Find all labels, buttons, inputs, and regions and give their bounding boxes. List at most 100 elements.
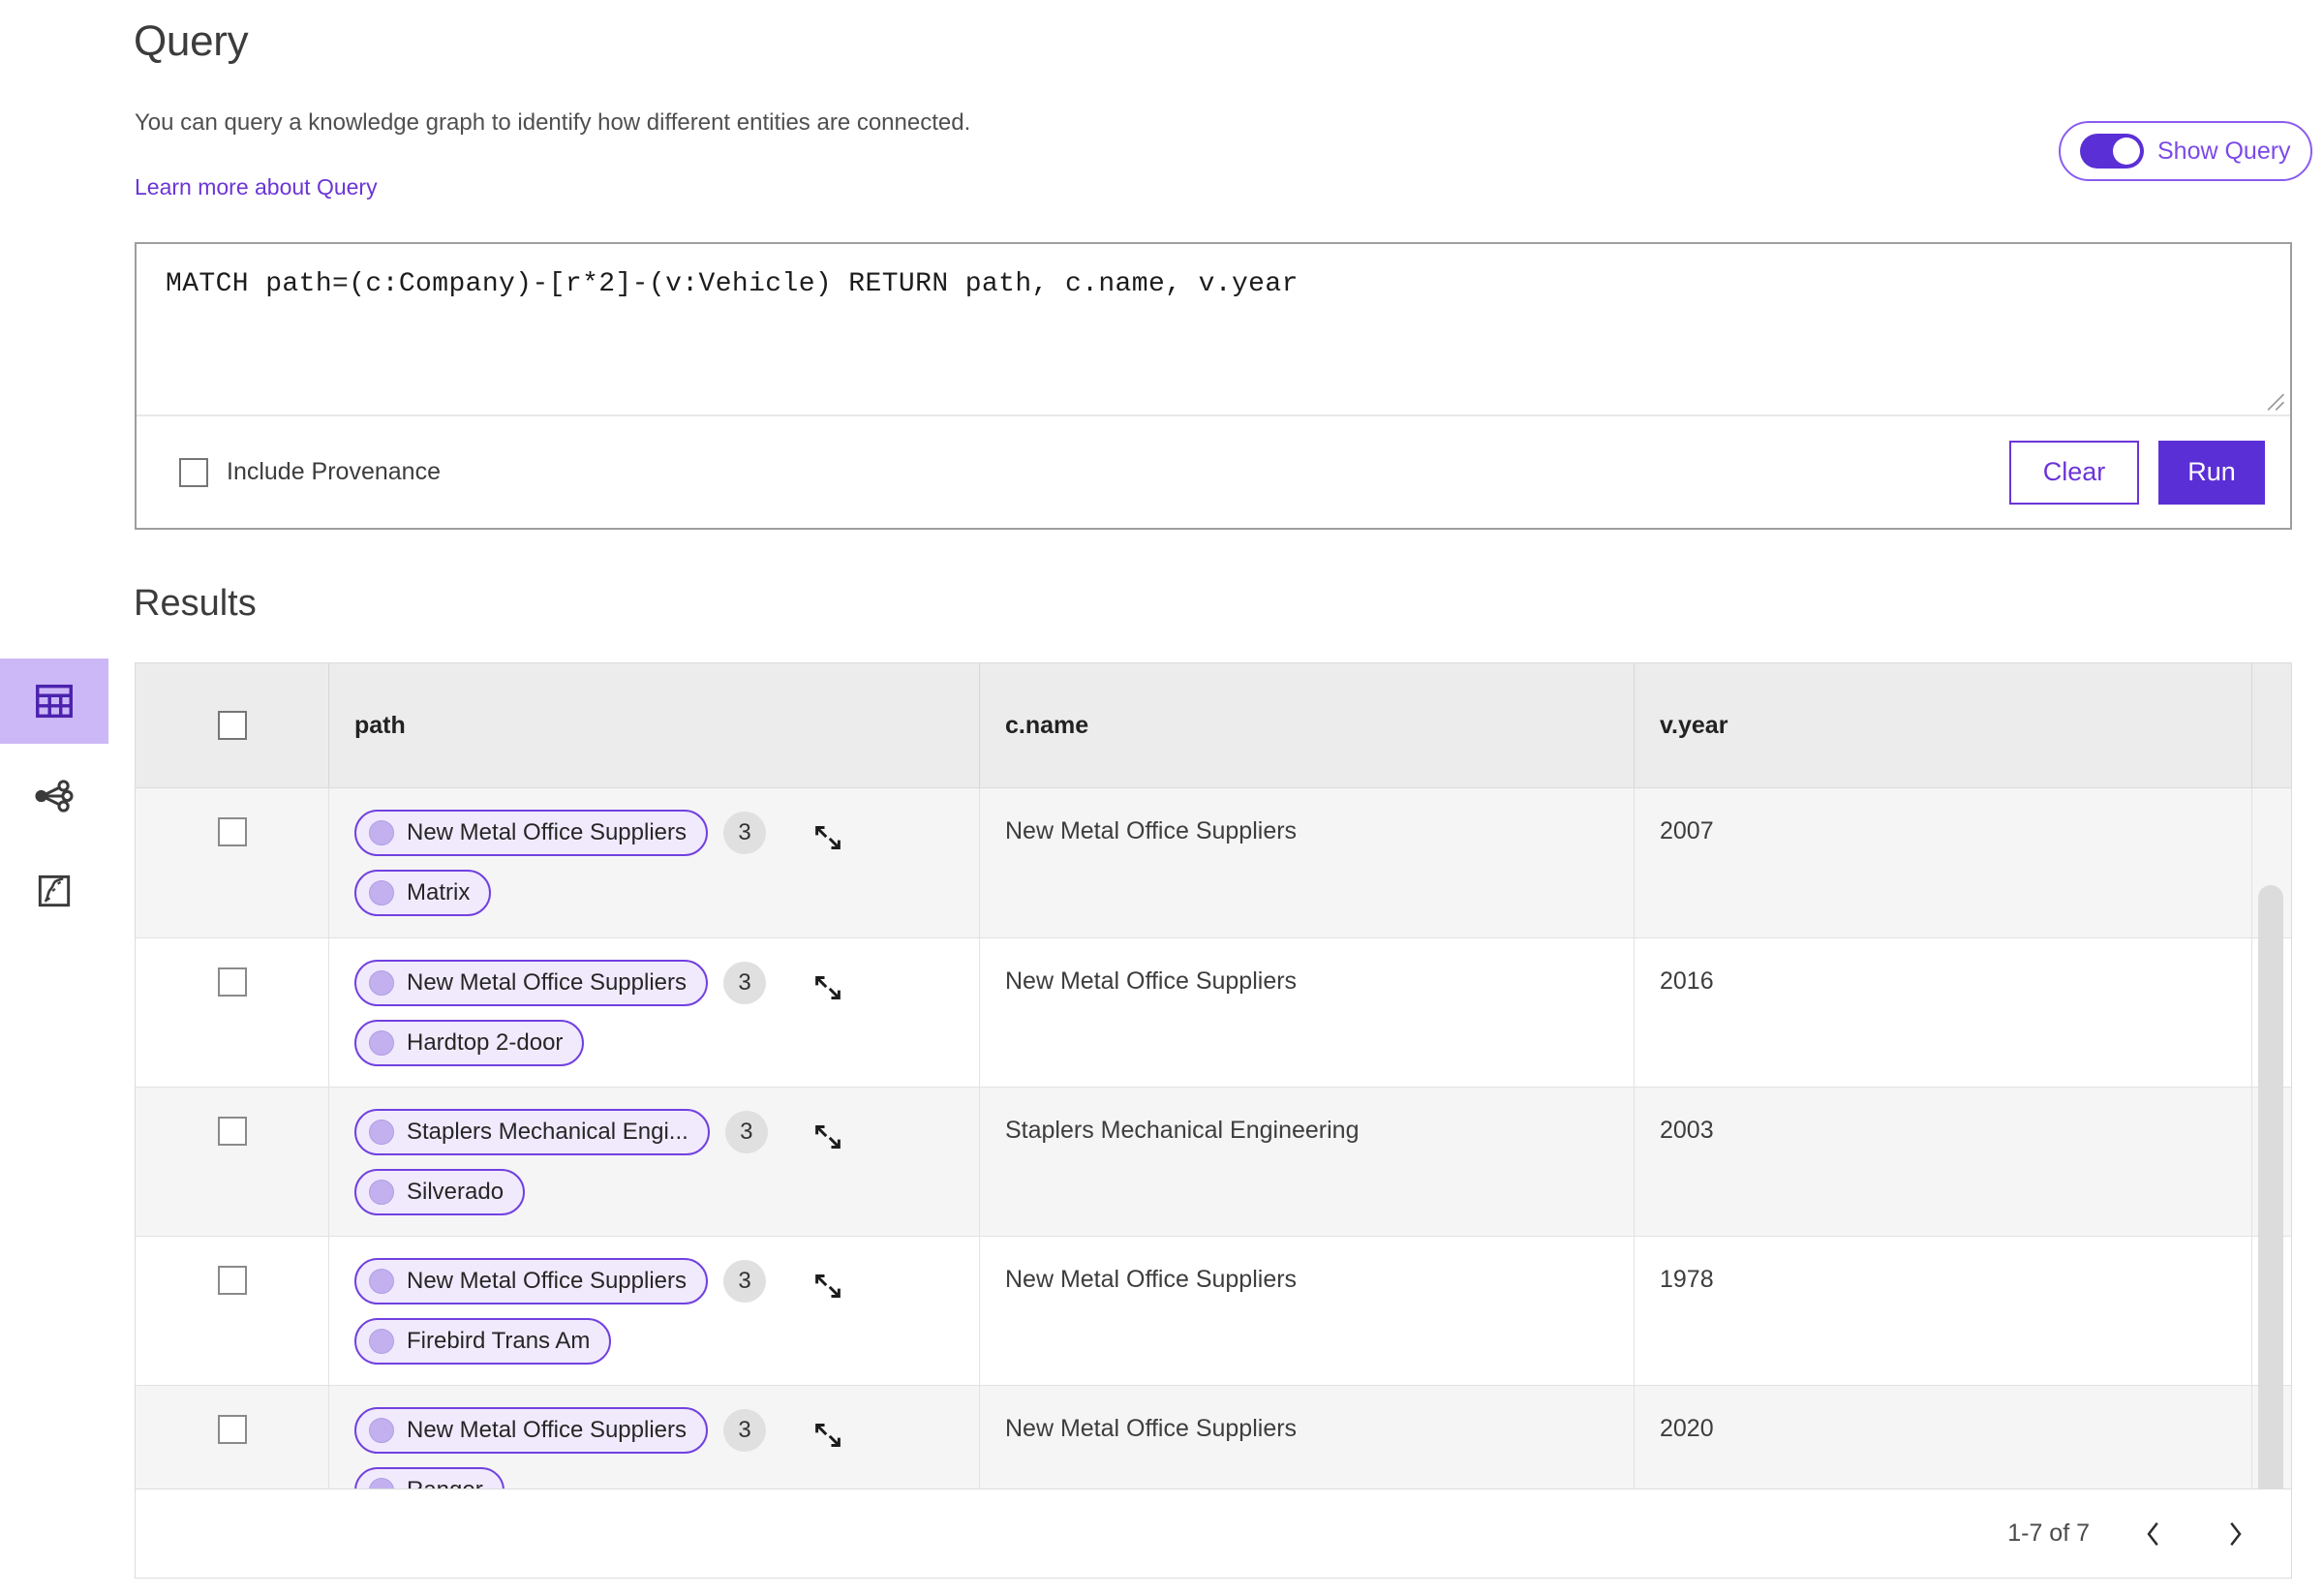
table-row[interactable]: New Metal Office Suppliers 3 Hardtop 2-d…	[136, 937, 2291, 1087]
entity-chip-vehicle[interactable]: Firebird Trans Am	[354, 1318, 612, 1365]
entity-chip-company[interactable]: New Metal Office Suppliers	[354, 810, 709, 856]
chip-label: New Metal Office Suppliers	[407, 969, 688, 996]
chip-label: Matrix	[407, 879, 471, 905]
resize-grip-icon[interactable]	[2260, 386, 2285, 412]
select-all-checkbox[interactable]	[217, 711, 247, 740]
table-pagination: 1-7 of 7	[136, 1489, 2291, 1578]
vyear-cell: 1978	[1635, 1237, 2252, 1385]
node-dot-icon	[369, 1120, 394, 1145]
map-icon	[33, 870, 76, 912]
table-row[interactable]: Staplers Mechanical Engi... 3 Silverado	[136, 1087, 2291, 1236]
row-select-cell	[136, 1386, 329, 1489]
expand-path-icon[interactable]	[808, 967, 848, 1008]
entity-chip-vehicle[interactable]: Silverado	[354, 1169, 526, 1215]
path-length-badge: 3	[724, 1111, 768, 1153]
cname-cell: New Metal Office Suppliers	[980, 1237, 1635, 1385]
path-length-badge: 3	[723, 1409, 767, 1452]
cname-cell: Staplers Mechanical Engineering	[980, 1088, 1635, 1236]
entity-chip-vehicle[interactable]: Ranger	[354, 1467, 505, 1489]
query-editor-panel: MATCH path=(c:Company)-[r*2]-(v:Vehicle)…	[135, 242, 2292, 530]
node-dot-icon	[369, 1180, 394, 1205]
chip-line-primary: New Metal Office Suppliers 3	[354, 1407, 979, 1454]
table-icon	[32, 679, 76, 723]
results-table: path c.name v.year	[135, 662, 2292, 1579]
include-provenance-checkbox[interactable]	[179, 457, 208, 487]
row-checkbox[interactable]	[217, 1415, 247, 1444]
path-cell: Staplers Mechanical Engi... 3 Silverado	[329, 1088, 980, 1236]
node-dot-icon	[369, 970, 394, 996]
chip-label: Firebird Trans Am	[407, 1328, 591, 1354]
chip-label: Ranger	[407, 1477, 483, 1489]
path-length-badge: 3	[723, 1260, 767, 1303]
expand-path-icon[interactable]	[808, 817, 848, 858]
table-row[interactable]: New Metal Office Suppliers 3 Matrix	[136, 788, 2291, 937]
view-switcher-rail	[0, 659, 108, 943]
vyear-cell: 2016	[1635, 938, 2252, 1087]
pagination-prev-button[interactable]	[2136, 1515, 2171, 1553]
query-editor-footer: Include Provenance Clear Run	[137, 416, 2290, 528]
column-header-vyear[interactable]: v.year	[1635, 663, 2252, 787]
column-header-pad	[2252, 663, 2291, 787]
row-checkbox[interactable]	[217, 1117, 247, 1146]
vyear-cell: 2020	[1635, 1386, 2252, 1489]
expand-path-icon[interactable]	[808, 1415, 848, 1456]
table-body: New Metal Office Suppliers 3 Matrix	[136, 787, 2291, 1489]
node-dot-icon	[369, 1418, 394, 1443]
results-table-wrap: path c.name v.year	[135, 662, 2292, 1579]
entity-chip-vehicle[interactable]: Matrix	[354, 870, 492, 916]
entity-chip-company[interactable]: New Metal Office Suppliers	[354, 1258, 709, 1304]
chip-label: Hardtop 2-door	[407, 1029, 564, 1056]
path-cell: New Metal Office Suppliers 3 Ranger	[329, 1386, 980, 1489]
show-query-toggle[interactable]: Show Query	[2059, 121, 2312, 181]
run-button[interactable]: Run	[2158, 440, 2265, 505]
chip-label: New Metal Office Suppliers	[407, 1268, 688, 1294]
page-subtitle: You can query a knowledge graph to ident…	[135, 109, 971, 136]
entity-chip-vehicle[interactable]: Hardtop 2-door	[354, 1020, 585, 1066]
row-checkbox[interactable]	[217, 817, 247, 846]
rail-item-graph-view[interactable]	[0, 753, 108, 839]
include-provenance-row[interactable]: Include Provenance	[179, 457, 441, 487]
entity-chip-company[interactable]: New Metal Office Suppliers	[354, 960, 709, 1006]
scrollbar-thumb[interactable]	[2258, 885, 2283, 1489]
chip-line-primary: New Metal Office Suppliers 3	[354, 810, 979, 856]
entity-chip-company[interactable]: New Metal Office Suppliers	[354, 1407, 709, 1454]
table-header-row: path c.name v.year	[136, 663, 2291, 787]
node-dot-icon	[369, 820, 394, 845]
node-dot-icon	[369, 1329, 394, 1354]
row-select-cell	[136, 788, 329, 937]
table-header: path c.name v.year	[136, 663, 2291, 787]
toggle-switch[interactable]	[2080, 134, 2144, 169]
select-all-cell	[136, 663, 329, 787]
chip-line-secondary: Hardtop 2-door	[354, 1020, 979, 1066]
column-header-cname[interactable]: c.name	[980, 663, 1635, 787]
cname-cell: New Metal Office Suppliers	[980, 938, 1635, 1087]
query-textarea[interactable]: MATCH path=(c:Company)-[r*2]-(v:Vehicle)…	[137, 244, 2290, 416]
chip-line-secondary: Firebird Trans Am	[354, 1318, 979, 1365]
column-header-path[interactable]: path	[329, 663, 980, 787]
cname-cell: New Metal Office Suppliers	[980, 788, 1635, 937]
row-select-cell	[136, 938, 329, 1087]
row-checkbox[interactable]	[217, 967, 247, 997]
chip-label: New Metal Office Suppliers	[407, 1417, 688, 1443]
page-title: Query	[134, 17, 249, 65]
chip-label: Silverado	[407, 1179, 505, 1205]
clear-button[interactable]: Clear	[2009, 440, 2139, 505]
table-vertical-scrollbar[interactable]	[2254, 788, 2289, 1489]
chip-line-primary: Staplers Mechanical Engi... 3	[354, 1109, 979, 1155]
rail-item-table-view[interactable]	[0, 659, 108, 744]
node-dot-icon	[369, 1478, 394, 1489]
entity-chip-company[interactable]: Staplers Mechanical Engi...	[354, 1109, 710, 1155]
pagination-next-button[interactable]	[2217, 1515, 2252, 1553]
path-length-badge: 3	[723, 812, 767, 854]
path-cell: New Metal Office Suppliers 3 Firebird Tr…	[329, 1237, 980, 1385]
table-row[interactable]: New Metal Office Suppliers 3 Ranger	[136, 1385, 2291, 1489]
chip-line-primary: New Metal Office Suppliers 3	[354, 960, 979, 1006]
row-checkbox[interactable]	[217, 1266, 247, 1295]
table-row[interactable]: New Metal Office Suppliers 3 Firebird Tr…	[136, 1236, 2291, 1385]
expand-path-icon[interactable]	[808, 1266, 848, 1306]
path-cell: New Metal Office Suppliers 3 Matrix	[329, 788, 980, 937]
chip-label: Staplers Mechanical Engi...	[407, 1119, 688, 1145]
learn-more-link[interactable]: Learn more about Query	[135, 174, 378, 200]
expand-path-icon[interactable]	[808, 1117, 848, 1157]
rail-item-map-view[interactable]	[0, 848, 108, 934]
